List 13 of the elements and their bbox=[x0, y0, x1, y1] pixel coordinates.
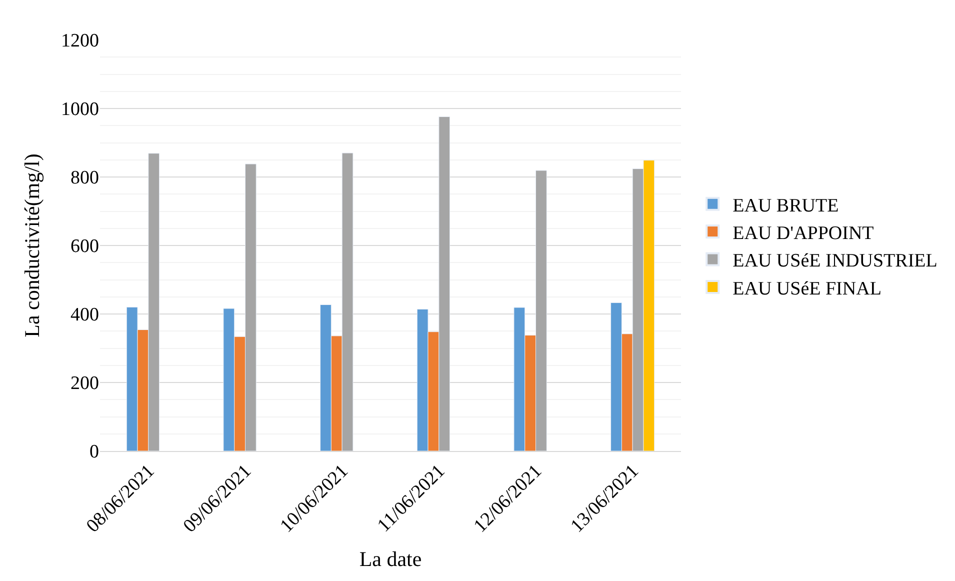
legend-label: EAU BRUTE bbox=[732, 195, 839, 216]
legend-label: EAU USéE FINAL bbox=[732, 278, 882, 300]
y-tick-label: 400 bbox=[70, 304, 99, 326]
y-tick-label: 600 bbox=[70, 236, 99, 258]
y-tick-label: 800 bbox=[70, 168, 99, 189]
y-tick-label: 0 bbox=[90, 442, 99, 463]
legend-label: EAU USéE INDUSTRIEL bbox=[732, 250, 938, 272]
y-tick-label: 200 bbox=[70, 373, 99, 394]
y-axis-title: La conductivité(mg/l) bbox=[20, 154, 44, 338]
legend-label: EAU D'APPOINT bbox=[732, 222, 874, 244]
y-tick-label: 1200 bbox=[61, 30, 99, 52]
x-axis-title: La date bbox=[359, 546, 422, 571]
y-tick-label: 1000 bbox=[61, 99, 99, 120]
